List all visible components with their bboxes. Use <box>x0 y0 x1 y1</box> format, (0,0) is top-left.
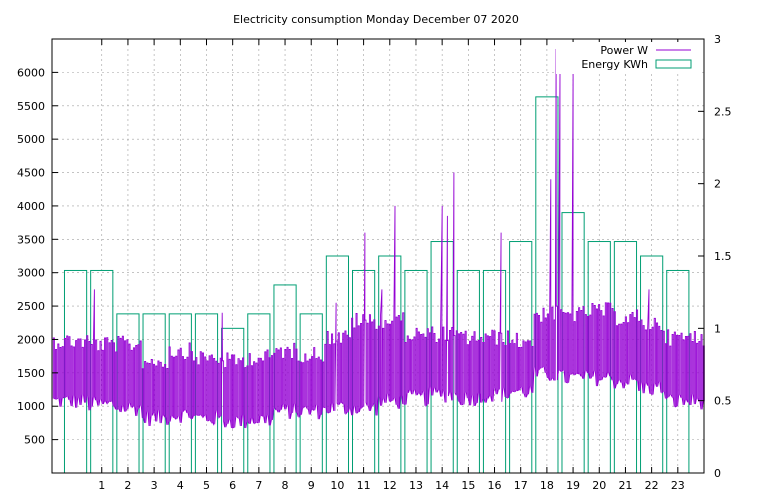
y-tick-label: 4500 <box>17 167 45 180</box>
y-tick-label: 4000 <box>17 200 45 213</box>
x-tick-label: 5 <box>203 479 210 492</box>
x-tick-label: 11 <box>357 479 371 492</box>
y-tick-label: 5500 <box>17 100 45 113</box>
x-tick-label: 12 <box>383 479 397 492</box>
chart-title: Electricity consumption Monday December … <box>233 13 519 26</box>
x-tick-label: 18 <box>540 479 554 492</box>
y2-tick-label: 0.5 <box>714 395 732 408</box>
x-tick-label: 15 <box>461 479 475 492</box>
legend-power-label: Power W <box>600 44 648 57</box>
y-tick-label: 3000 <box>17 267 45 280</box>
x-tick-label: 20 <box>592 479 606 492</box>
y2-tick-label: 3 <box>714 33 721 46</box>
y2-tick-label: 0 <box>714 467 721 480</box>
y-tick-label: 6000 <box>17 66 45 79</box>
y-tick-label: 1500 <box>17 367 45 380</box>
x-tick-label: 2 <box>124 479 131 492</box>
y-tick-label: 3500 <box>17 233 45 246</box>
axes: 500 1000 1500 2000 2500 3000 3500 4000 4500 5000 5… <box>17 33 732 492</box>
energy-series <box>63 96 690 474</box>
x-tick-label: 14 <box>435 479 449 492</box>
legend-energy-label: Energy KWh <box>581 58 648 71</box>
legend-background <box>556 42 702 74</box>
x-tick-label: 9 <box>308 479 315 492</box>
power-series <box>52 48 705 429</box>
y-tick-label: 5000 <box>17 133 45 146</box>
x-tick-label: 3 <box>151 479 158 492</box>
x-tick-label: 21 <box>618 479 632 492</box>
x-tick-label: 6 <box>229 479 236 492</box>
x-tick-label: 23 <box>671 479 685 492</box>
x-tick-label: 1 <box>98 479 105 492</box>
x-tick-label: 7 <box>255 479 262 492</box>
legend-energy-swatch <box>655 59 692 69</box>
y-tick-label: 2500 <box>17 300 45 313</box>
y-tick-label: 500 <box>24 434 45 447</box>
x-tick-label: 19 <box>566 479 580 492</box>
x-tick-label: 13 <box>409 479 423 492</box>
x-tick-label: 4 <box>177 479 184 492</box>
y-tick-label: 2000 <box>17 333 45 346</box>
x-tick-label: 16 <box>488 479 502 492</box>
power-line <box>52 48 705 429</box>
y-tick-label: 1000 <box>17 400 45 413</box>
y2-tick-label: 2 <box>714 178 721 191</box>
legend: Power W Energy KWh <box>556 42 702 74</box>
x-tick-label: 8 <box>282 479 289 492</box>
x-tick-label: 10 <box>330 479 344 492</box>
y2-tick-label: 1.5 <box>714 250 732 263</box>
x-tick-label: 22 <box>645 479 659 492</box>
y2-tick-label: 2.5 <box>714 105 732 118</box>
y2-tick-label: 1 <box>714 322 721 335</box>
x-tick-label: 17 <box>514 479 528 492</box>
